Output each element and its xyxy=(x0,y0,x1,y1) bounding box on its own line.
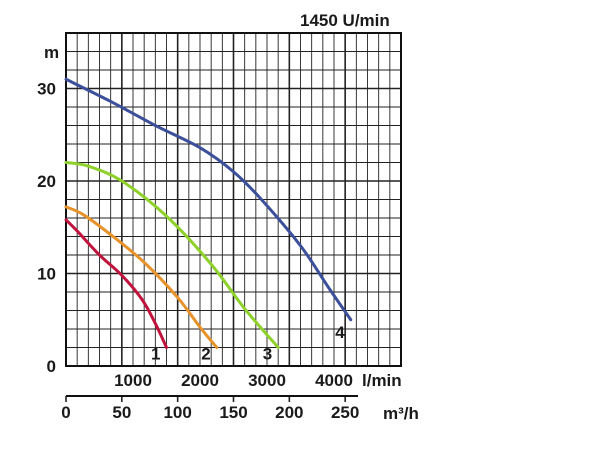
curve-label-3: 3 xyxy=(263,345,272,364)
curve-3 xyxy=(64,161,280,349)
x-tick-label: 150 xyxy=(219,403,247,422)
curve-labels: 1 2 3 4 xyxy=(151,323,345,364)
y-tick-label: 30 xyxy=(37,80,56,99)
curve-4 xyxy=(64,77,353,322)
x-tick-label: 250 xyxy=(331,403,359,422)
curve-label-1: 1 xyxy=(151,345,160,364)
curve-label-4: 4 xyxy=(335,323,345,342)
x-secondary-tick-label: 2000 xyxy=(181,371,219,390)
x-secondary-tick-label: 3000 xyxy=(248,371,286,390)
speed-label: 1450 U/min xyxy=(300,11,390,30)
grid xyxy=(65,33,401,402)
curve-label-2: 2 xyxy=(201,345,210,364)
x-axis-unit-label: m³/h xyxy=(383,404,419,423)
x-tick-labels: 0 50 100 150 200 250 xyxy=(61,403,359,422)
y-axis-unit-label: m xyxy=(44,43,59,62)
x-secondary-tick-label: 1000 xyxy=(114,371,152,390)
curve-2 xyxy=(64,205,219,349)
x-tick-label: 50 xyxy=(112,403,131,422)
x-tick-label: 0 xyxy=(61,403,70,422)
x-tick-label: 200 xyxy=(275,403,303,422)
y-tick-label: 0 xyxy=(47,357,56,376)
x-tick-label: 100 xyxy=(163,403,191,422)
x-secondary-unit-label: l/min xyxy=(362,371,402,390)
curve-1 xyxy=(64,218,168,349)
plot-frame xyxy=(65,32,402,367)
y-tick-labels: 0 10 20 30 xyxy=(37,80,56,377)
y-tick-label: 10 xyxy=(37,265,56,284)
pump-curves xyxy=(64,77,353,349)
y-tick-label: 20 xyxy=(37,172,56,191)
x-secondary-tick-label: 4000 xyxy=(315,371,353,390)
x-secondary-tick-labels: 1000 2000 3000 4000 xyxy=(114,371,353,390)
